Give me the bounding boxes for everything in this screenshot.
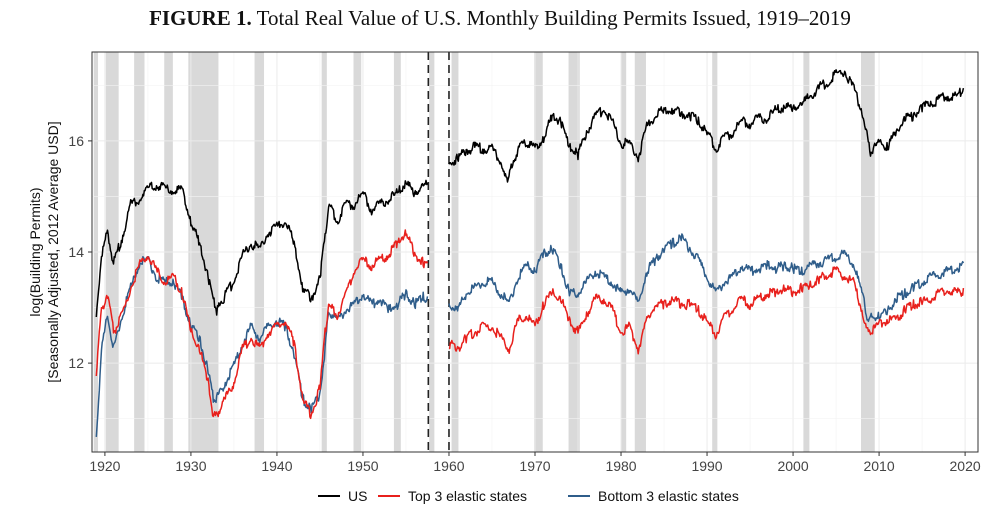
legend-item: Bottom 3 elastic states bbox=[568, 488, 739, 504]
legend-item: Top 3 elastic states bbox=[378, 488, 527, 504]
series-us bbox=[95, 69, 965, 318]
series-line bbox=[95, 179, 429, 318]
break-markers bbox=[427, 52, 450, 452]
series-line bbox=[95, 229, 429, 420]
x-tick-label: 1960 bbox=[433, 458, 464, 474]
y-axis-label-line2: [Seasonally Adjusted, 2012 Average USD] bbox=[45, 121, 61, 382]
gridlines bbox=[92, 52, 978, 452]
legend-label: Top 3 elastic states bbox=[408, 488, 527, 504]
x-axis: 1920 1930 1940 1950 1960 1970 1980 1990 2000 2010… bbox=[89, 452, 981, 474]
legend-label: Bottom 3 elastic states bbox=[598, 488, 739, 504]
x-tick-label: 1920 bbox=[89, 458, 120, 474]
x-tick-label: 1950 bbox=[347, 458, 378, 474]
x-tick-label: 1970 bbox=[519, 458, 550, 474]
x-tick-label: 1930 bbox=[175, 458, 206, 474]
figure-number: FIGURE 1. bbox=[149, 6, 252, 30]
series-lines bbox=[95, 69, 965, 437]
y-tick-label: 16 bbox=[68, 133, 84, 149]
x-tick-label: 1980 bbox=[605, 458, 636, 474]
legend-label: US bbox=[348, 488, 367, 504]
series-bottom-3-elastic-states bbox=[95, 233, 965, 437]
series-line bbox=[448, 266, 965, 355]
x-tick-label: 2010 bbox=[863, 458, 894, 474]
series-top-3-elastic-states bbox=[95, 229, 965, 420]
y-axis: 12 14 16 bbox=[68, 133, 92, 371]
x-tick-label: 1990 bbox=[691, 458, 722, 474]
x-tick-label: 2020 bbox=[950, 458, 981, 474]
series-line bbox=[448, 233, 965, 323]
title-text: Total Real Value of U.S. Monthly Buildin… bbox=[256, 6, 851, 30]
series-line bbox=[95, 255, 429, 437]
legend: US Top 3 elastic states Bottom 3 elastic s… bbox=[318, 488, 739, 504]
y-tick-label: 14 bbox=[68, 244, 84, 260]
y-tick-label: 12 bbox=[68, 355, 84, 371]
y-axis-label-line1: log(Building Permits) bbox=[27, 187, 43, 316]
legend-item: US bbox=[318, 488, 367, 504]
chart-title: FIGURE 1. Total Real Value of U.S. Month… bbox=[0, 6, 1000, 31]
x-tick-label: 2000 bbox=[777, 458, 808, 474]
series-line bbox=[448, 69, 965, 183]
x-tick-label: 1940 bbox=[261, 458, 292, 474]
